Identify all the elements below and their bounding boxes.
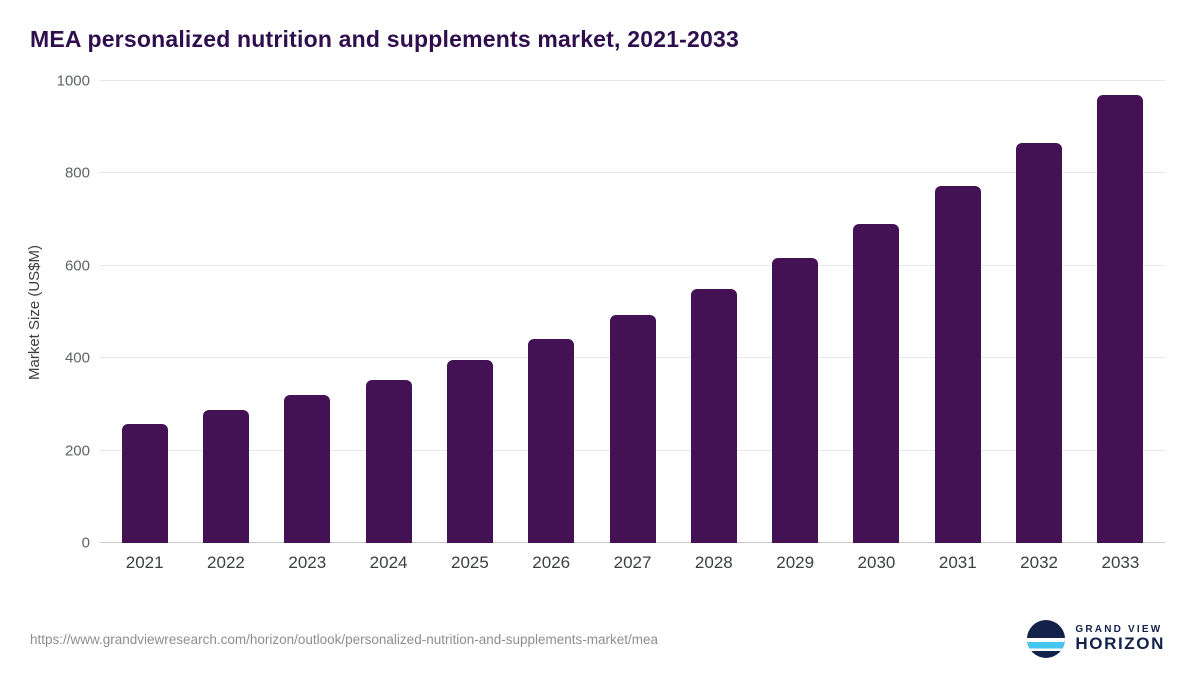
bar-2023 bbox=[284, 395, 331, 543]
bar-column-2024 bbox=[348, 81, 429, 543]
x-label-2033: 2033 bbox=[1101, 553, 1140, 572]
y-tick-400: 400 bbox=[64, 349, 90, 367]
bar-column-2027 bbox=[592, 81, 673, 543]
y-tick-1000: 1000 bbox=[56, 72, 90, 90]
bar-2027 bbox=[609, 315, 656, 543]
grandview-horizon-logo: GRAND VIEW HORIZON bbox=[1026, 619, 1165, 659]
x-label-2021: 2021 bbox=[125, 553, 164, 572]
y-tick-600: 600 bbox=[64, 257, 90, 275]
x-label-2032: 2032 bbox=[1020, 553, 1058, 572]
gridline-1000 bbox=[100, 80, 1165, 81]
x-label-2030: 2030 bbox=[857, 553, 896, 572]
source-url: https://www.grandviewresearch.com/horizo… bbox=[30, 631, 659, 647]
y-axis-label: Market Size (US$M) bbox=[26, 244, 44, 380]
bar-2026 bbox=[528, 339, 575, 543]
x-label-2026: 2026 bbox=[532, 553, 571, 572]
x-label-2023: 2023 bbox=[288, 553, 327, 572]
bar-column-2022 bbox=[185, 81, 266, 543]
bar-column-2032 bbox=[998, 81, 1079, 543]
x-label-2027: 2027 bbox=[613, 553, 652, 572]
chart-title: MEA personalized nutrition and supplemen… bbox=[30, 26, 740, 52]
bar-column-2025 bbox=[429, 81, 510, 543]
bar-column-2028 bbox=[673, 81, 754, 543]
x-label-2022: 2022 bbox=[207, 553, 245, 572]
y-tick-200: 200 bbox=[64, 442, 90, 460]
y-axis-ticks: 0 200 400 600 800 1000 bbox=[52, 73, 100, 552]
bar-2024 bbox=[365, 379, 412, 543]
horizon-icon bbox=[1027, 620, 1066, 658]
bar-column-2029 bbox=[755, 81, 836, 543]
bar-column-2030 bbox=[836, 81, 917, 543]
bar-2032 bbox=[1016, 143, 1063, 543]
x-label-2028: 2028 bbox=[694, 553, 733, 572]
bar-column-2026 bbox=[511, 81, 592, 543]
bar-column-2031 bbox=[917, 81, 998, 543]
bar-chart: Market Size (US$M) 0 200 400 600 800 1000 bbox=[18, 73, 1165, 552]
logo-horizon-text: HORIZON bbox=[1075, 634, 1165, 654]
bar-2028 bbox=[690, 288, 737, 543]
x-label-2024: 2024 bbox=[369, 553, 408, 572]
logo-grand-view-text: GRAND VIEW bbox=[1075, 624, 1163, 636]
footer: https://www.grandviewresearch.com/horizo… bbox=[0, 603, 1200, 675]
bar-column-2023 bbox=[267, 81, 348, 543]
bar-2021 bbox=[121, 423, 168, 543]
x-label-2029: 2029 bbox=[776, 553, 815, 572]
bar-2033 bbox=[1097, 94, 1144, 543]
bar-2025 bbox=[446, 360, 493, 543]
x-label-2025: 2025 bbox=[450, 553, 489, 572]
plot-area bbox=[100, 80, 1165, 543]
bars-container bbox=[100, 81, 1165, 543]
y-tick-0: 0 bbox=[81, 534, 90, 552]
x-label-2031: 2031 bbox=[938, 553, 977, 572]
gridline-600 bbox=[100, 264, 1165, 266]
y-tick-800: 800 bbox=[64, 164, 90, 182]
bar-2030 bbox=[853, 224, 900, 543]
bar-2031 bbox=[934, 186, 981, 543]
bar-2022 bbox=[202, 410, 249, 543]
gridline-800 bbox=[100, 172, 1165, 174]
bar-column-2021 bbox=[104, 81, 185, 543]
bar-2029 bbox=[772, 258, 819, 543]
x-axis-labels: 2021 2022 2023 2024 2025 2026 2027 2028 2029 2030… bbox=[100, 553, 1165, 573]
bar-column-2033 bbox=[1080, 81, 1161, 543]
